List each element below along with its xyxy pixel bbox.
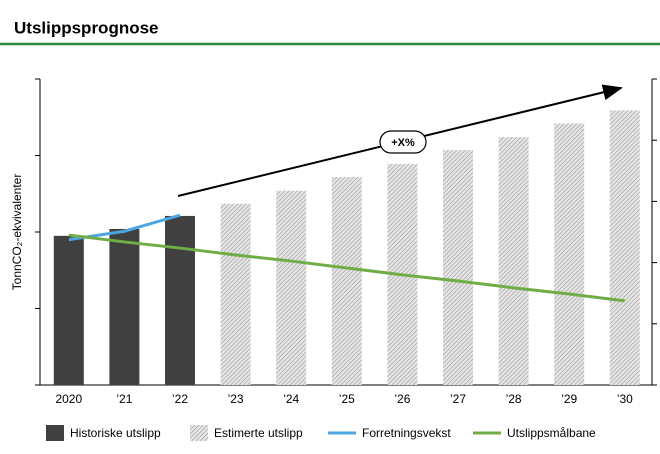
annotation-box — [379, 130, 427, 154]
bar — [53, 235, 84, 385]
legend-swatch — [190, 425, 208, 441]
legend-label: Forretningsvekst — [362, 426, 451, 440]
bar — [220, 203, 251, 385]
x-tick-label: ’23 — [228, 392, 244, 406]
x-tick-label: ’29 — [561, 392, 577, 406]
chart-title: Utslippsprognose — [14, 18, 159, 37]
bar — [165, 215, 195, 385]
bar — [498, 137, 529, 385]
x-tick-label: ’26 — [394, 392, 410, 406]
x-tick-label: ’24 — [283, 392, 299, 406]
bar — [109, 228, 140, 385]
bar — [609, 110, 640, 386]
bar — [276, 190, 307, 385]
x-tick-label: ’25 — [339, 392, 355, 406]
legend-label: Estimerte utslipp — [214, 426, 303, 440]
legend-label: Historiske utslipp — [70, 426, 161, 440]
line — [68, 233, 625, 303]
x-tick-label: ’28 — [506, 392, 522, 406]
x-tick-label: ’27 — [450, 392, 466, 406]
bar — [443, 150, 473, 385]
x-tick-label: ’30 — [617, 392, 633, 406]
annotation: +X% — [391, 137, 415, 149]
x-tick-label: ’21 — [116, 392, 132, 406]
bar — [331, 176, 362, 385]
x-tick-label: ’22 — [172, 392, 188, 406]
legend-swatch — [46, 425, 64, 441]
y-axis-label: TonnCO₂-ekvivalenter — [10, 174, 24, 291]
bar — [554, 123, 585, 386]
legend-label: Utslippsmålbane — [507, 426, 596, 440]
x-tick-label: 2020 — [55, 392, 82, 406]
